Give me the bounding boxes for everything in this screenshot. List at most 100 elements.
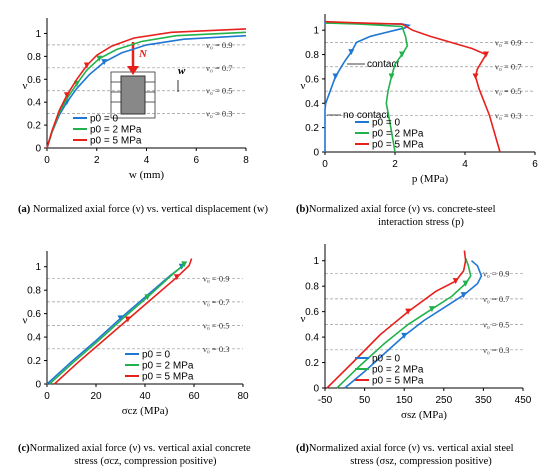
panel-c-series-marker (124, 316, 131, 323)
panel-d-y-tick-label: 0.8 (305, 282, 319, 293)
panel-d-series-marker (428, 306, 435, 313)
panel-c-legend-label: p0 = 0 (142, 350, 171, 361)
panel-a-x-tick-label: 6 (193, 155, 199, 166)
panel-d-series-line (336, 257, 472, 389)
panel-b-ref-label: ν₀ = 0.7 (495, 62, 521, 72)
panel-b-x-tick-label: 4 (462, 159, 468, 170)
panel-d-y-tick-label: 1 (313, 256, 319, 267)
load-label: N (138, 48, 148, 60)
panel-c-caption-label: (c) (18, 443, 30, 454)
panel-c-x-axis-label: σcz (MPa) (122, 405, 169, 417)
panel-b-x-tick-label: 6 (532, 159, 538, 170)
panel-b-series-line (324, 22, 409, 153)
panel-c-x-tick-label: 0 (44, 391, 50, 402)
panel-c-x-tick-label: 40 (139, 391, 151, 402)
panel-b-ref-label: ν₀ = 0.5 (495, 86, 521, 96)
panel-c-x-tick-label: 80 (237, 391, 249, 402)
panel-c-series-marker (181, 261, 188, 268)
panel-a-caption-text: Normalized axial force (ν) vs. vertical … (30, 204, 268, 215)
panel-b-series-line (324, 20, 501, 153)
panel-b-y-tick-label: 1 (313, 26, 319, 37)
panel-d-caption-text: Normalized axial force (ν) vs. vertical … (309, 443, 514, 454)
panel-c-ref-label: ν₀ = 0.9 (203, 273, 229, 283)
panel-a-y-tick-label: 0 (35, 144, 41, 155)
panel-d-x-tick-label: 250 (435, 395, 452, 406)
panel-c-caption-text: Normalized axial force (ν) vs. vertical … (30, 443, 251, 454)
panel-c-series-line (48, 263, 185, 385)
panel-d-legend-label: p0 = 0 (372, 354, 401, 365)
panel-b-caption-text: interaction stress (p) (378, 217, 464, 228)
panel-a-series-marker (101, 59, 108, 66)
panel-c-ref-label: ν₀ = 0.7 (203, 297, 229, 307)
panel-b-x-tick-label: 2 (392, 159, 398, 170)
panel-b-y-tick-label: 0.4 (305, 99, 319, 110)
panel-d-x-tick-label: -50 (318, 395, 333, 406)
panel-a-x-axis-label: w (mm) (129, 169, 164, 181)
panel-a-ref-label: ν₀ = 0.9 (206, 40, 232, 50)
panel-c-series-marker (144, 294, 151, 301)
panel-a-ref-label: ν₀ = 0.7 (206, 63, 232, 73)
panel-a-series-marker (96, 55, 103, 62)
panel-c-series-marker (173, 274, 180, 281)
panel-a-series-marker (83, 62, 90, 69)
panel-c-x-tick-label: 60 (188, 391, 200, 402)
panel-b-legend-label: p0 = 0 (372, 118, 401, 129)
panel-d-x-tick-label: 350 (475, 395, 492, 406)
panel-c-series-line (53, 258, 193, 385)
panel-b-series-marker (399, 51, 405, 58)
panel-b-series-marker (348, 49, 355, 56)
panel-d-x-tick-label: 150 (396, 395, 413, 406)
panel-c-y-axis-label: ν (23, 315, 28, 327)
panel-d-series-line (326, 250, 467, 389)
panel-c-y-tick-label: 0.8 (27, 286, 41, 297)
panel-c-y-tick-label: 0.2 (27, 356, 41, 367)
panel-c-y-tick-label: 0.6 (27, 309, 41, 320)
contact-label: contact (367, 59, 399, 70)
panel-a-x-tick-label: 8 (243, 155, 249, 166)
panel-d-y-tick-label: 0 (313, 384, 319, 395)
panel-a-ref-label: ν₀ = 0.5 (206, 86, 232, 96)
panel-a-legend-label: p0 = 0 (90, 114, 119, 125)
panel-d-caption-text: stress (σsz, compression positive) (350, 456, 492, 467)
no-contact-label: no contact (343, 110, 389, 121)
panel-a-y-axis-label: ν (23, 80, 28, 92)
panel-b-x-axis-label: p (MPa) (412, 173, 449, 185)
panel-d-x-axis-label: σsz (MPa) (401, 409, 447, 421)
panel-a-legend-label: p0 = 2 MPa (90, 125, 142, 136)
panel-a-y-tick-label: 1 (35, 29, 41, 40)
panel-a-y-tick-label: 0.6 (27, 75, 41, 86)
panel-d-series-line (344, 260, 483, 389)
panel-b-caption-text: Normalized axial force (ν) vs. concrete-… (309, 204, 496, 215)
panel-d-y-axis-label: ν (301, 313, 306, 325)
panel-b-y-tick-label: 0 (313, 148, 319, 159)
panel-b-legend-label: p0 = 5 MPa (372, 140, 424, 151)
panel-b-y-tick-label: 0.8 (305, 50, 319, 61)
panel-c-caption-text: stress (σcz, compression positive) (74, 456, 217, 467)
panel-b-y-axis-label: ν (301, 80, 306, 92)
panel-d-ref-label: ν₀ = 0.7 (483, 294, 509, 304)
panel-c-ref-label: ν₀ = 0.3 (203, 344, 229, 354)
panel-a-caption-label: (a) (18, 204, 31, 215)
panel-c-y-tick-label: 0.4 (27, 333, 41, 344)
panel-d-caption: (d)Normalized axial force (ν) vs. vertic… (296, 443, 514, 467)
panel-c-caption: (c)Normalized axial force (ν) vs. vertic… (18, 443, 251, 467)
panel-a-ref-label: ν₀ = 0.3 (206, 109, 232, 119)
panel-c-y-tick-label: 0 (35, 380, 41, 391)
panel-d-series-marker (460, 292, 467, 299)
panel-d-series-marker (401, 332, 408, 339)
panel-a-legend-label: p0 = 5 MPa (90, 136, 142, 147)
panel-b-y-tick-label: 0.6 (305, 74, 319, 85)
panel-b-x-tick-label: 0 (322, 159, 328, 170)
panel-a-y-tick-label: 0.8 (27, 52, 41, 63)
panel-a-x-tick-label: 0 (44, 155, 50, 166)
panel-a-y-tick-label: 0.2 (27, 121, 41, 132)
axial-load-arrowhead (127, 66, 139, 75)
panel-d-ref-label: ν₀ = 0.9 (483, 268, 509, 278)
panel-d-caption-label: (d) (296, 443, 309, 454)
displacement-label: w (178, 65, 186, 77)
panel-b-ref-label: ν₀ = 0.3 (495, 110, 521, 120)
panel-d-y-tick-label: 0.6 (305, 307, 319, 318)
panel-a-caption: (a) Normalized axial force (ν) vs. verti… (18, 204, 268, 215)
panel-c-legend-label: p0 = 2 MPa (142, 361, 194, 372)
panel-b-caption-label: (b) (296, 204, 309, 215)
